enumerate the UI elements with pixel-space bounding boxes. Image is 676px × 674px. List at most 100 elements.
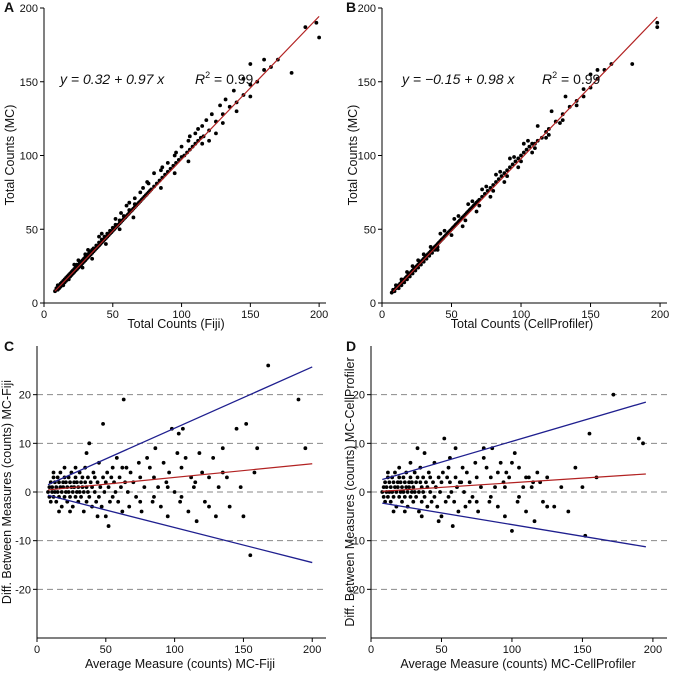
data-point [73,475,78,480]
y-tick-label: -20 [349,584,365,596]
data-point [436,519,441,524]
data-point [405,490,410,494]
data-point [498,460,503,465]
data-point [218,103,222,108]
data-point [165,485,170,490]
data-point [487,499,492,504]
y-tick-label: 0 [32,298,38,310]
y-tick-label: 0 [25,487,31,499]
data-point [402,509,407,514]
data-point [216,485,221,490]
data-point [398,480,403,485]
data-point [474,499,479,504]
upper-limit-line [47,366,313,486]
data-point [296,397,301,402]
data-point [136,460,141,465]
data-point [417,490,421,494]
data-point [81,490,86,494]
data-point [459,480,464,485]
data-point [394,490,399,494]
data-point [167,470,172,475]
data-point [68,494,72,499]
data-point [57,509,61,514]
y-tick-label: 100 [20,151,38,163]
data-point [138,190,143,195]
data-point [87,494,92,499]
y-tick-label: 50 [26,224,38,236]
data-point [421,475,426,480]
data-point [146,181,151,186]
panel-a: 0 50 100 150 200 0 50 100 150 200 Total Counts (Fi… [3,0,328,331]
data-point [416,258,421,263]
data-point [559,485,564,490]
data-point [505,168,510,173]
data-point [381,494,386,499]
regression-equation: y = −0.15 + 0.98 x [401,71,515,87]
data-point [419,514,424,519]
data-point [477,203,482,208]
data-point [488,475,493,480]
data-point [544,135,548,140]
y-tick-label: 150 [20,77,38,89]
y-tick-label: 100 [358,151,376,163]
y-tick-label: 0 [359,487,365,499]
data-point [186,138,191,143]
upper-limit-line [382,401,647,481]
data-point [248,62,253,66]
data-point [521,141,526,146]
data-point [160,165,165,170]
data-point [391,509,396,514]
data-point [209,112,214,117]
data-point [387,480,392,485]
regression-equation: y = 0.32 + 0.97 x [59,71,165,87]
data-point [248,82,253,87]
data-point [449,233,454,238]
data-point [399,277,404,282]
data-point [388,485,393,490]
data-point [439,514,444,519]
data-point [79,494,83,499]
x-tick-label: 200 [303,644,321,656]
data-point [481,456,486,460]
x-tick-label: 50 [107,309,119,321]
data-point [47,485,52,490]
data-point [512,155,516,159]
data-point [87,441,92,446]
x-axis-title: Average Measure (counts) MC-Fiji [85,657,275,671]
data-point [460,465,465,470]
data-point [412,470,417,475]
data-point [436,475,441,480]
data-point [553,119,558,124]
data-point [197,451,202,455]
panel-letter: A [4,0,14,15]
data-point [503,514,507,519]
data-point [636,436,641,441]
data-point [527,144,532,149]
data-point [442,228,447,233]
data-point [159,186,163,190]
x-tick-label: 100 [503,644,521,656]
data-point [421,490,426,494]
data-point [120,465,125,470]
data-point [102,490,107,494]
data-point [573,465,578,470]
data-point [510,529,514,533]
data-point [241,514,246,519]
data-point [159,168,163,173]
x-tick-label: 150 [234,644,252,656]
data-point [119,211,123,215]
regression-line [392,16,658,293]
x-axis-title: Total Counts (Fiji) [127,317,224,331]
data-point [535,124,540,128]
data-point [467,499,472,504]
data-point [193,480,198,485]
data-point [98,485,103,490]
data-point [508,156,512,161]
data-point [428,490,433,494]
r-squared-symbol: R [542,71,552,87]
data-point [106,524,111,528]
data-point [502,180,507,184]
data-point [401,490,406,494]
data-point [164,480,169,485]
